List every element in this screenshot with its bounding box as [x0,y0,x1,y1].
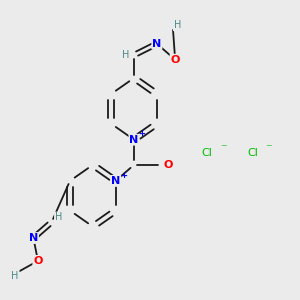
Text: ⁻: ⁻ [266,142,272,155]
Text: N: N [29,233,38,243]
Text: H: H [122,50,130,60]
Text: ⁻: ⁻ [220,142,226,155]
Text: H: H [11,271,19,281]
Text: +: + [120,171,127,180]
Text: H: H [55,212,62,222]
Text: Cl: Cl [248,148,258,158]
Text: H: H [174,20,181,30]
Text: N: N [152,39,161,49]
Text: O: O [170,55,180,65]
Text: +: + [139,130,145,139]
Text: O: O [164,160,173,170]
Text: N: N [129,135,139,145]
Text: O: O [33,256,43,266]
Text: N: N [111,176,120,186]
Text: Cl: Cl [202,148,213,158]
